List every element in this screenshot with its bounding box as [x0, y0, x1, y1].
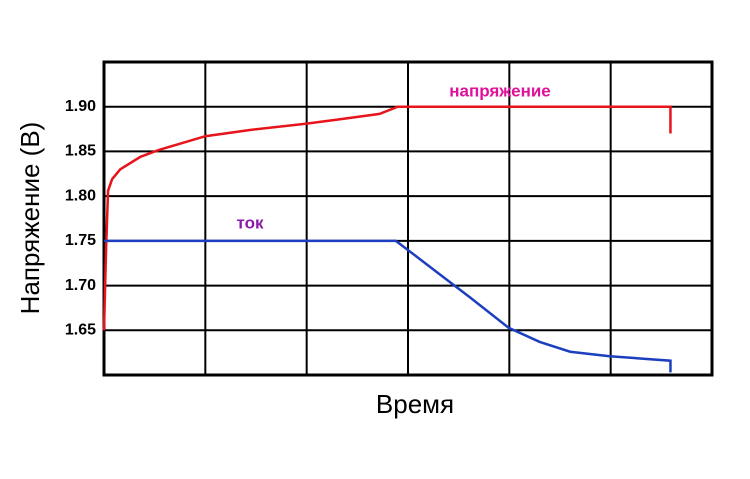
series-line: [102, 105, 672, 331]
y-tick-label: 1.85: [65, 143, 96, 160]
series-label: напряжение: [449, 81, 551, 100]
y-tick-label: 1.80: [65, 187, 96, 204]
y-tick-label: 1.65: [65, 322, 96, 339]
x-axis-label: Время: [376, 389, 454, 419]
y-axis-label: Напряжение (В): [15, 122, 45, 315]
plot-frame: [102, 60, 714, 377]
series-line: [104, 239, 672, 373]
y-tick-label: 1.70: [65, 277, 96, 294]
series-label: ток: [237, 213, 264, 232]
y-tick-label: 1.90: [65, 98, 96, 115]
y-tick-label: 1.75: [65, 232, 96, 249]
